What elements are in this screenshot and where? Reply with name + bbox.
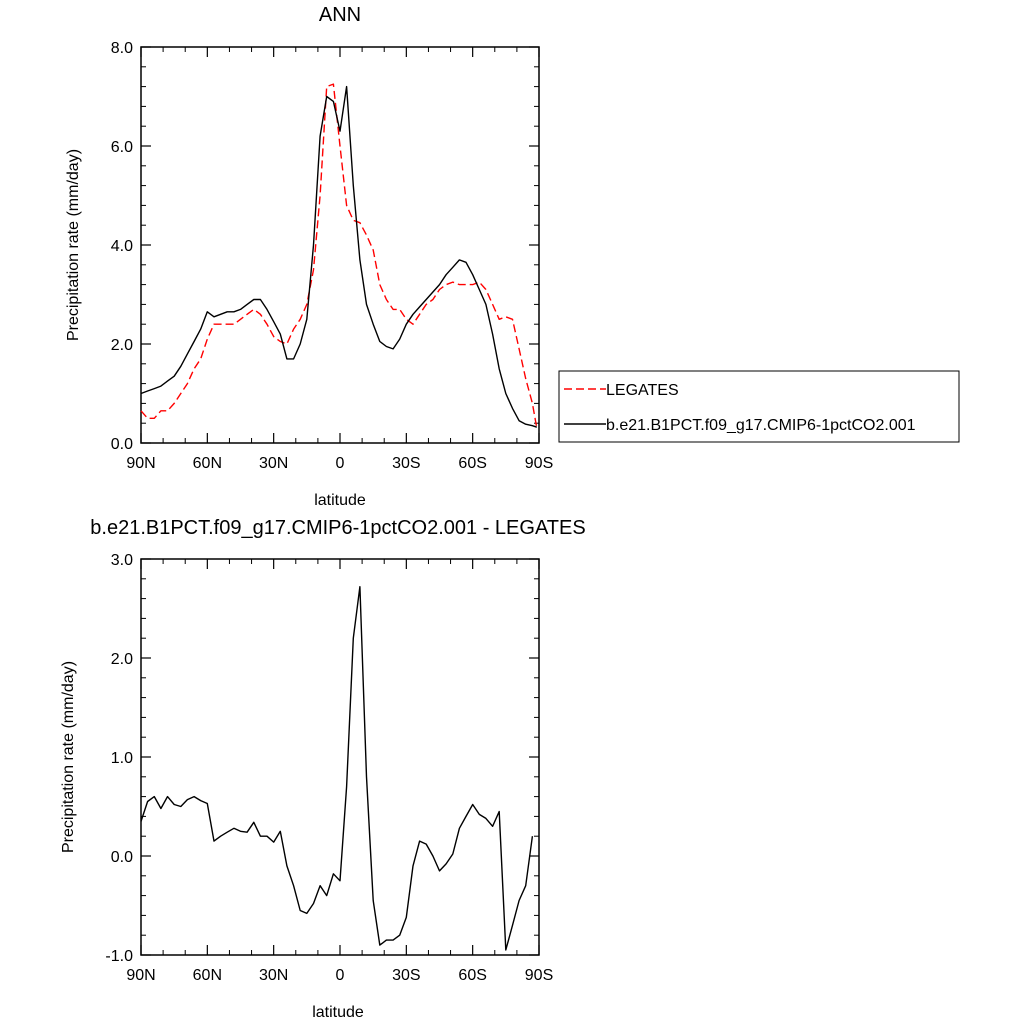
top-x-tick-label: 30S (392, 455, 420, 472)
bottom-plot-frame (140, 558, 540, 956)
top-y-tick-label: 8.0 (111, 40, 133, 57)
legend-label-model: b.e21.B1PCT.f09_g17.CMIP6-1pctCO2.001 (606, 417, 916, 434)
bottom-x-tick-label: 60N (193, 967, 222, 984)
top-y-tick-label: 6.0 (111, 139, 133, 156)
top-y-tick-label: 4.0 (111, 238, 133, 255)
bottom-y-tick-label: 1.0 (111, 750, 133, 767)
top-y-tick-label: 0.0 (111, 436, 133, 453)
bottom-y-tick-label: 0.0 (111, 849, 133, 866)
legend-box (558, 370, 960, 443)
bottom-x-tick-label: 60S (458, 967, 486, 984)
top-series-line-0 (140, 83, 538, 429)
top-x-tick-label: 90S (525, 455, 553, 472)
top-series-line-1 (140, 85, 538, 428)
top-x-tick-label: 60N (193, 455, 222, 472)
bottom-x-axis-label: latitude (312, 1004, 364, 1021)
top-x-tick-label: 0 (336, 455, 345, 472)
bottom-x-tick-label: 30N (259, 967, 288, 984)
top-x-tick-label: 30N (259, 455, 288, 472)
bottom-series-group (140, 586, 534, 951)
bottom-panel: b.e21.B1PCT.f09_g17.CMIP6-1pctCO2.001 - … (60, 517, 586, 1021)
top-series-group (140, 83, 538, 429)
top-ticks: 90N 60N 30N 0 30S 60S 90S 0.0 2.0 4.0 6.0 8.0 (111, 40, 553, 472)
bottom-y-tick-label: 2.0 (111, 651, 133, 668)
bottom-y-tick-label: 3.0 (111, 552, 133, 569)
bottom-y-tick-label: -1.0 (105, 948, 133, 965)
bottom-y-axis-label: Precipitation rate (mm/day) (60, 661, 77, 853)
bottom-x-tick-label: 90S (525, 967, 553, 984)
top-panel: ANN 90N 60N 30N 0 30S 60S 90S 0.0 2.0 4.0 6.0 8.0 l… (65, 4, 553, 509)
top-plot-frame (140, 46, 540, 444)
legend: LEGATES b.e21.B1PCT.f09_g17.CMIP6-1pctCO… (558, 370, 960, 443)
top-x-tick-label: 90N (126, 455, 155, 472)
bottom-x-tick-label: 0 (336, 967, 345, 984)
top-x-axis-label: latitude (314, 492, 366, 509)
bottom-x-tick-label: 30S (392, 967, 420, 984)
bottom-ticks: 90N 60N 30N 0 30S 60S 90S -1.0 0.0 1.0 2.0 3.0 (105, 552, 553, 984)
top-chart-title: ANN (319, 4, 361, 26)
bottom-series-line-0 (140, 586, 534, 951)
bottom-chart-title: b.e21.B1PCT.f09_g17.CMIP6-1pctCO2.001 - … (90, 517, 585, 539)
top-x-tick-label: 60S (458, 455, 486, 472)
bottom-x-tick-label: 90N (126, 967, 155, 984)
legend-label-legates: LEGATES (606, 382, 679, 399)
top-y-tick-label: 2.0 (111, 337, 133, 354)
top-y-axis-label: Precipitation rate (mm/day) (65, 149, 82, 341)
